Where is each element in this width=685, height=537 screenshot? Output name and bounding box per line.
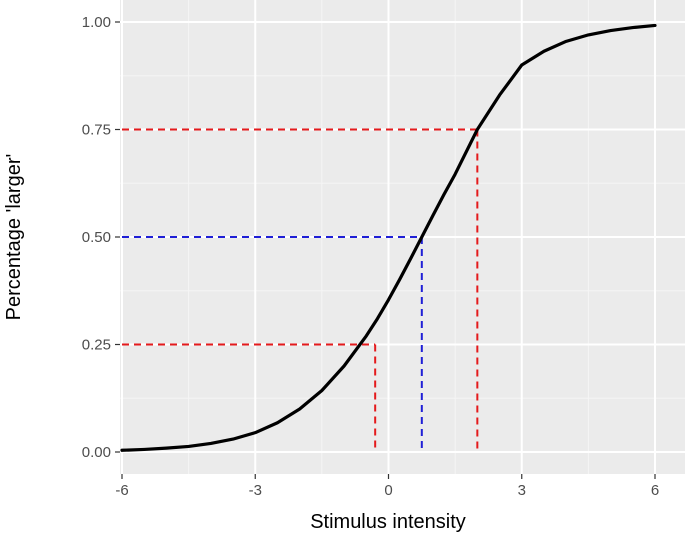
- axis-ticks: [115, 21, 656, 479]
- x-tick-labels: -6 -3 0 3 6: [115, 482, 659, 499]
- y-tick-label: 0.75: [82, 122, 111, 139]
- x-axis-title: Stimulus intensity: [310, 511, 466, 533]
- x-tick-label: 0: [384, 482, 392, 499]
- reference-lines: [122, 128, 479, 452]
- x-tick-label: 3: [518, 482, 526, 499]
- x-tick-label: 6: [651, 482, 659, 499]
- x-tick-label: -6: [115, 482, 128, 499]
- y-tick-label: 0.25: [82, 337, 111, 354]
- y-tick-label: 0.00: [82, 444, 111, 461]
- series-layer: [120, 23, 657, 452]
- y-axis-title: Percentage 'larger': [3, 154, 25, 321]
- series-line: [120, 23, 657, 452]
- y-tick-labels: 0.00 0.25 0.50 0.75 1.00: [82, 14, 111, 461]
- y-tick-label: 1.00: [82, 14, 111, 31]
- y-tick-label: 0.50: [82, 229, 111, 246]
- x-tick-label: -3: [249, 482, 262, 499]
